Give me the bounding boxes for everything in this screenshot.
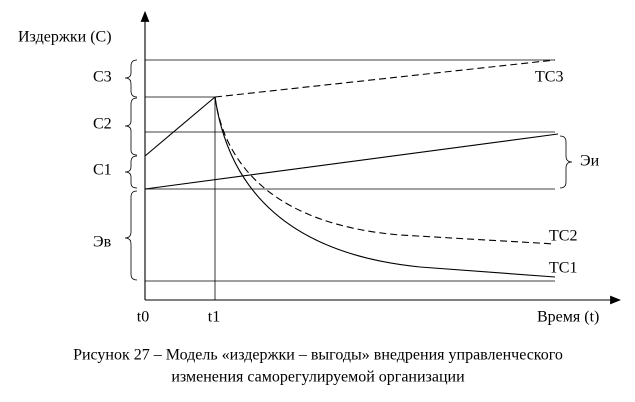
caption: Рисунок 27 – Модель «издержки – выгоды» … (73, 347, 563, 364)
tc3-line (214, 59, 556, 98)
brace (124, 190, 138, 281)
cost-rise (144, 96, 216, 157)
guides (145, 59, 555, 300)
y-axis-label: Издержки (С) (18, 29, 112, 46)
axes (140, 10, 622, 305)
segment-label: С1 (93, 162, 112, 179)
curve-label: ТС1 (549, 260, 577, 277)
caption: изменения саморегулируемой организации (171, 369, 465, 386)
tc2-curve (214, 96, 556, 245)
x-axis-label: Время (t) (537, 309, 599, 326)
segment-label: Эи (580, 153, 600, 170)
curve-label: ТС3 (535, 69, 563, 86)
segment-label: Эв (93, 234, 112, 251)
brace (124, 59, 138, 98)
segment-label: С2 (93, 116, 112, 133)
x-tick-label: t1 (208, 309, 220, 326)
brace (124, 97, 138, 156)
brace (124, 155, 138, 189)
brace (559, 135, 573, 189)
x-tick-label: t0 (137, 309, 149, 326)
curves (144, 59, 559, 278)
segment-label: С3 (93, 69, 112, 86)
curve-label: ТС2 (549, 228, 577, 245)
tc1-curve (214, 96, 556, 278)
ei-line (144, 133, 559, 190)
braces (124, 59, 573, 281)
